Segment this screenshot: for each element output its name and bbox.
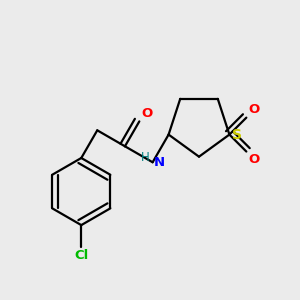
Text: O: O — [141, 107, 152, 120]
Text: O: O — [248, 103, 259, 116]
Text: S: S — [232, 128, 242, 142]
Text: Cl: Cl — [74, 249, 88, 262]
Text: O: O — [248, 153, 259, 166]
Text: N: N — [154, 156, 165, 169]
Text: H: H — [141, 151, 150, 164]
